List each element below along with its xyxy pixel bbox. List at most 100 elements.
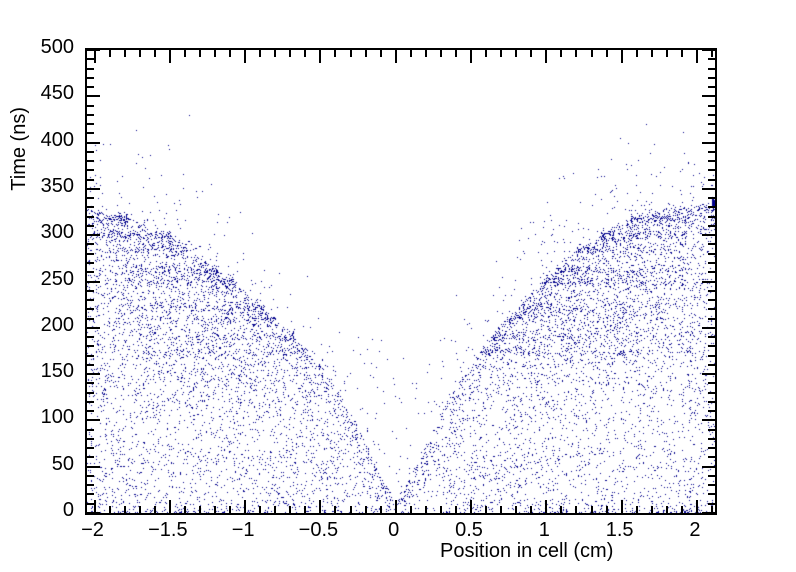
y-tick-label: 200 bbox=[40, 313, 74, 336]
y-tick-label: 100 bbox=[40, 406, 74, 429]
y-tick-right bbox=[708, 123, 715, 126]
x-tick-top bbox=[198, 50, 201, 57]
y-tick-right bbox=[708, 261, 715, 264]
y-tick bbox=[87, 169, 94, 172]
x-tick-top bbox=[379, 50, 382, 57]
x-tick bbox=[620, 500, 623, 513]
x-tick-label: −0.5 bbox=[298, 519, 339, 541]
x-tick-top bbox=[334, 50, 337, 57]
x-tick-label: 1.5 bbox=[605, 519, 634, 541]
y-tick-right bbox=[708, 502, 715, 505]
y-tick-label: 0 bbox=[62, 499, 74, 521]
x-tick-label: 2 bbox=[689, 519, 701, 541]
x-axis-title: Position in cell (cm) bbox=[440, 540, 614, 562]
x-tick bbox=[138, 506, 141, 513]
x-tick bbox=[304, 506, 307, 513]
x-tick bbox=[470, 500, 473, 513]
y-tick-right bbox=[702, 419, 715, 422]
x-tick bbox=[274, 506, 277, 513]
x-tick bbox=[605, 506, 608, 513]
y-tick bbox=[87, 76, 94, 79]
x-tick-top bbox=[349, 50, 352, 57]
y-tick-label: 250 bbox=[40, 267, 74, 290]
y-tick-right bbox=[708, 391, 715, 394]
y-tick bbox=[87, 502, 94, 505]
y-tick-right bbox=[708, 160, 715, 163]
y-tick-right bbox=[702, 280, 715, 283]
y-tick bbox=[87, 58, 94, 61]
y-tick-right bbox=[708, 484, 715, 487]
y-tick-right bbox=[708, 104, 715, 107]
y-tick bbox=[87, 206, 94, 209]
y-tick bbox=[87, 141, 100, 144]
y-tick-right bbox=[708, 317, 715, 320]
x-tick bbox=[229, 506, 232, 513]
x-tick bbox=[123, 506, 126, 513]
y-axis-title-wrapper: Time (ns) bbox=[6, 55, 32, 195]
y-tick bbox=[87, 224, 94, 227]
x-tick bbox=[710, 506, 713, 513]
x-tick-top bbox=[454, 50, 457, 57]
x-tick bbox=[349, 506, 352, 513]
y-tick-right bbox=[702, 187, 715, 190]
x-tick-top bbox=[575, 50, 578, 57]
y-tick bbox=[87, 280, 100, 283]
y-tick-label: 350 bbox=[40, 174, 74, 197]
y-tick-right bbox=[708, 197, 715, 200]
x-tick bbox=[590, 506, 593, 513]
x-tick-top bbox=[259, 50, 262, 57]
x-tick-top bbox=[108, 50, 111, 57]
y-tick bbox=[87, 336, 94, 339]
y-tick bbox=[87, 308, 94, 311]
y-tick bbox=[87, 419, 100, 422]
y-tick bbox=[87, 289, 94, 292]
y-tick-right bbox=[702, 512, 715, 514]
x-tick-top bbox=[590, 50, 593, 57]
x-tick-top bbox=[183, 50, 186, 57]
x-tick bbox=[439, 506, 442, 513]
x-tick bbox=[168, 500, 171, 513]
y-tick-right bbox=[708, 474, 715, 477]
x-tick bbox=[153, 506, 156, 513]
y-tick-right bbox=[708, 178, 715, 181]
y-tick-right bbox=[708, 132, 715, 135]
y-tick bbox=[87, 474, 94, 477]
y-tick-right bbox=[708, 437, 715, 440]
y-tick bbox=[87, 428, 94, 431]
x-tick-top bbox=[153, 50, 156, 57]
x-tick bbox=[680, 506, 683, 513]
x-tick bbox=[650, 506, 653, 513]
x-tick bbox=[454, 506, 457, 513]
y-tick-right bbox=[708, 308, 715, 311]
y-tick-right bbox=[708, 58, 715, 61]
y-tick-right bbox=[708, 354, 715, 357]
x-tick-top bbox=[560, 50, 563, 57]
x-tick-top bbox=[214, 50, 216, 57]
x-tick bbox=[695, 500, 698, 513]
x-tick bbox=[515, 506, 518, 513]
x-tick-label: −1.5 bbox=[148, 519, 188, 541]
y-tick-right bbox=[702, 234, 715, 237]
y-tick-right bbox=[702, 373, 715, 376]
y-tick bbox=[87, 49, 100, 51]
x-tick-top bbox=[93, 50, 96, 63]
y-tick-right bbox=[708, 252, 715, 255]
y-tick-label: 500 bbox=[40, 36, 74, 58]
y-tick-right bbox=[708, 271, 715, 274]
x-tick-top bbox=[123, 50, 126, 57]
y-tick bbox=[87, 512, 100, 514]
x-tick bbox=[545, 500, 548, 513]
x-tick-top bbox=[274, 50, 277, 57]
x-tick-label: 0.5 bbox=[455, 519, 483, 541]
y-tick-right bbox=[702, 465, 715, 468]
x-tick-top bbox=[650, 50, 653, 57]
x-tick bbox=[198, 506, 201, 513]
y-tick bbox=[87, 252, 94, 255]
x-tick-top bbox=[545, 50, 548, 63]
x-tick bbox=[379, 506, 382, 513]
y-tick bbox=[87, 243, 94, 246]
y-tick bbox=[87, 150, 94, 153]
y-tick bbox=[87, 271, 94, 274]
y-tick bbox=[87, 67, 94, 70]
y-tick-right bbox=[708, 447, 715, 450]
